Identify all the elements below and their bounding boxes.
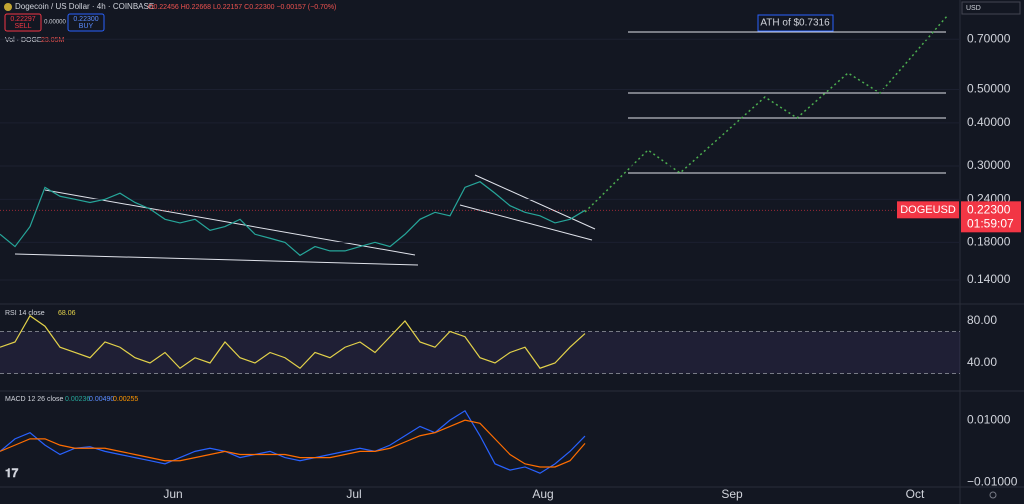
y-tick-label: 0.30000: [967, 158, 1011, 172]
x-tick-label: Jun: [163, 487, 182, 501]
y-tick-label: 0.40000: [967, 115, 1011, 129]
volume-value: 23.05M: [41, 37, 65, 44]
indicator-value: 0.00490: [89, 396, 114, 403]
y-tick-label: 80.00: [967, 313, 997, 327]
currency: USD: [966, 5, 981, 12]
ath-label: ATH of $0.7316: [760, 18, 830, 29]
trend-line: [474, 174, 596, 230]
series-line: [0, 181, 586, 257]
series-line: [0, 419, 586, 468]
x-tick-label: Oct: [906, 487, 925, 501]
y-tick-label: 0.70000: [967, 31, 1011, 45]
logo: 𝟏𝟕: [5, 466, 19, 480]
trend-line: [459, 204, 593, 241]
spread: 0.00000: [44, 20, 66, 26]
x-tick-label: Jul: [346, 487, 361, 501]
price-tag-label: 0.22300: [967, 202, 1011, 216]
sell-button[interactable]: [4, 13, 42, 32]
y-tick-label: 0.50000: [967, 82, 1011, 96]
sell-price: 0.22297: [10, 16, 35, 23]
projection: [584, 14, 949, 213]
rsi-band: [0, 331, 960, 374]
series-line: [0, 314, 586, 370]
settings-icon[interactable]: [989, 491, 997, 499]
series-line: [0, 409, 586, 474]
y-tick-label: 40.00: [967, 355, 997, 369]
currency-box[interactable]: [961, 1, 1021, 15]
buy-label: BUY: [79, 23, 94, 30]
volume-label: Vol · DOGE: [5, 37, 42, 44]
symbol-tag-label: DOGEUSD: [900, 204, 956, 216]
indicator-title: RSI 14 close: [5, 310, 45, 317]
y-tick-label: 0.18000: [967, 235, 1011, 249]
x-tick-label: Sep: [721, 487, 743, 501]
drawings: [14, 31, 946, 266]
price-tag: [961, 201, 1021, 233]
countdown: 01:59:07: [967, 216, 1014, 230]
buy-button[interactable]: [67, 13, 105, 32]
indicator-value: 68.06: [58, 310, 76, 317]
x-tick-label: Aug: [532, 487, 553, 501]
indicator-title: MACD 12 26 close: [5, 396, 63, 403]
indicator-value: 0.00255: [113, 396, 138, 403]
trend-line: [44, 189, 416, 256]
trend-line: [14, 253, 419, 266]
symbol: Dogecoin / US Dollar · 4h · COINBASE: [15, 2, 154, 11]
ohlc: O0.22456 H0.22668 L0.22157 C0.22300 −0.0…: [148, 4, 336, 11]
y-tick-label: 0.14000: [967, 272, 1011, 286]
indicator-value: 0.00236: [65, 396, 90, 403]
symbol-tag: [897, 201, 959, 219]
sell-label: SELL: [14, 23, 31, 30]
buy-price: 0.22300: [73, 16, 98, 23]
y-tick-label: 0.01000: [967, 412, 1011, 426]
y-tick-label: −0.01000: [967, 475, 1018, 489]
ath-box: [757, 14, 834, 32]
coin-icon: [4, 3, 12, 11]
